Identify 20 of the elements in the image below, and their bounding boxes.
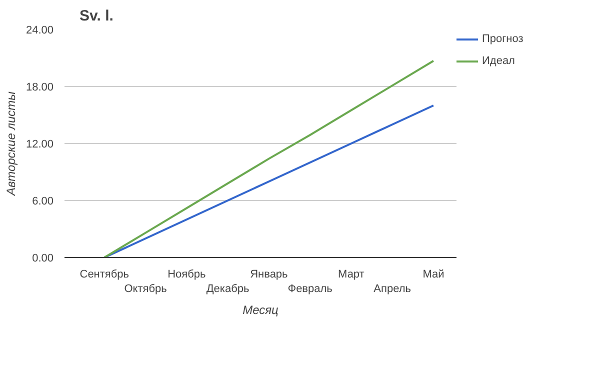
x-tick-label: Март bbox=[338, 268, 364, 280]
x-tick-label: Сентябрь bbox=[80, 268, 130, 280]
y-tick-label: 0.00 bbox=[32, 252, 54, 264]
x-tick-label: Апрель bbox=[374, 282, 412, 295]
x-tick-label: Февраль bbox=[288, 282, 333, 295]
x-tick-label: Январь bbox=[250, 268, 288, 280]
line-series bbox=[103, 60, 434, 258]
legend-label: Идеал bbox=[482, 55, 515, 67]
y-tick-label: 6.00 bbox=[32, 196, 54, 208]
x-tick-label: Октябрь bbox=[124, 282, 168, 295]
chart-title: Sv. l. bbox=[80, 8, 114, 24]
y-axis-title: Авторские листы bbox=[4, 91, 18, 196]
legend-label: Прогноз bbox=[482, 33, 524, 45]
x-tick-label: Ноябрь bbox=[168, 268, 206, 280]
x-tick-label: Декабрь bbox=[206, 282, 250, 295]
x-axis-title: Месяц bbox=[242, 302, 279, 317]
x-tick-label: Май bbox=[422, 268, 444, 280]
y-tick-label: 24.00 bbox=[26, 24, 54, 36]
y-tick-label: 18.00 bbox=[26, 82, 54, 94]
y-tick-label: 12.00 bbox=[26, 138, 54, 150]
